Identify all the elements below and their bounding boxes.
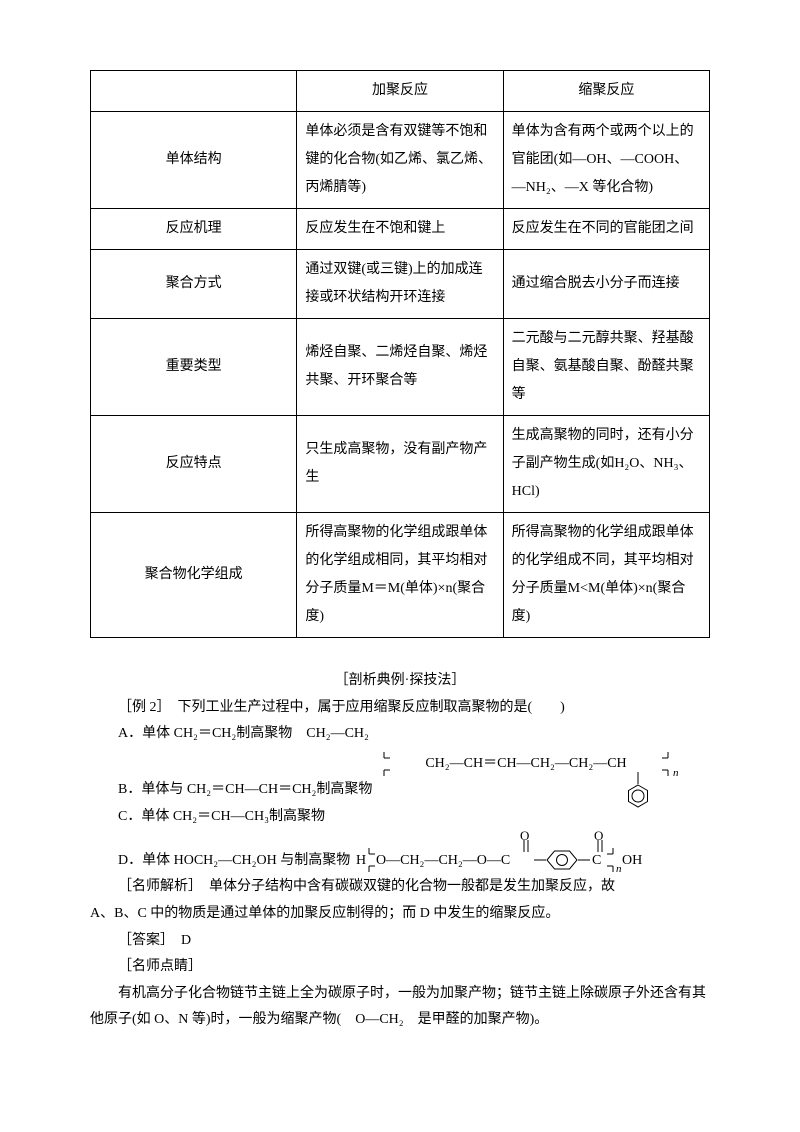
example-label: ［例 2］ 下列工业生产过程中，属于应用缩聚反应制取高聚物的是( )	[90, 695, 710, 722]
table-row: 聚合方式通过双键(或三键)上的加成连接或环状结构开环连接通过缩合脱去小分子而连接	[91, 250, 710, 319]
option-b: B．单体与 CH₂＝CH—CH＝CH₂制高聚物 CH₂—CH＝CH—CH₂—CH…	[90, 748, 710, 804]
comparison-table: 加聚反应 缩聚反应 单体结构单体必须是含有双键等不饱和键的化合物(如乙烯、氯乙烯…	[90, 70, 710, 638]
option-b-text: B．单体与 CH₂＝CH—CH＝CH₂制高聚物	[118, 777, 372, 804]
polymer-d-structure-icon: H O—CH₂—CH₂—O—C O C O n OH	[352, 830, 672, 878]
option-a: A．单体 CH₂＝CH₂制高聚物 CH₂—CH₂	[90, 721, 710, 748]
table-row: 反应特点只生成高聚物，没有副产物产生生成高聚物的同时，还有小分子副产物生成(如H…	[91, 416, 710, 513]
svg-text:H: H	[356, 853, 366, 868]
th-condensation: 缩聚反应	[503, 71, 709, 112]
svg-text:n: n	[673, 767, 679, 779]
answer: ［答案］ D	[90, 928, 710, 955]
analysis-line2: A、B、C 中的物质是通过单体的加聚反应制得的；而 D 中发生的缩聚反应。	[90, 901, 710, 928]
th-blank	[91, 71, 297, 112]
table-row: 单体结构单体必须是含有双键等不饱和键的化合物(如乙烯、氯乙烯、丙烯腈等)单体为含…	[91, 112, 710, 209]
svg-text:O: O	[520, 830, 529, 843]
table-row: 重要类型烯烃自聚、二烯烃自聚、烯烃共聚、开环聚合等二元酸与二元醇共聚、羟基酸自聚…	[91, 319, 710, 416]
svg-text:O: O	[594, 830, 603, 843]
table-row: 聚合物化学组成所得高聚物的化学组成跟单体的化学组成相同，其平均相对分子质量M＝M…	[91, 513, 710, 638]
svg-text:CH₂—CH＝CH—CH₂—CH₂—CH: CH₂—CH＝CH—CH₂—CH₂—CH	[426, 756, 627, 771]
option-d-text: D．单体 HOCH₂—CH₂OH 与制高聚物	[118, 848, 350, 875]
svg-text:O—CH₂—CH₂—O—C: O—CH₂—CH₂—O—C	[376, 853, 510, 868]
svg-text:OH: OH	[622, 853, 642, 868]
tip-heading: ［名师点睛］	[90, 954, 710, 981]
svg-text:C: C	[592, 853, 601, 868]
th-addition: 加聚反应	[297, 71, 503, 112]
section-heading: ［剖析典例·探技法］	[90, 668, 710, 695]
option-d: D．单体 HOCH₂—CH₂OH 与制高聚物 H O—CH₂—CH₂—O—C O…	[90, 830, 710, 874]
polymer-b-structure-icon: CH₂—CH＝CH—CH₂—CH₂—CH n	[376, 748, 686, 810]
tip-body: 有机高分子化合物链节主链上全为碳原子时，一般为加聚产物；链节主链上除碳原子外还含…	[90, 981, 710, 1034]
table-row: 反应机理反应发生在不饱和键上反应发生在不同的官能团之间	[91, 209, 710, 250]
